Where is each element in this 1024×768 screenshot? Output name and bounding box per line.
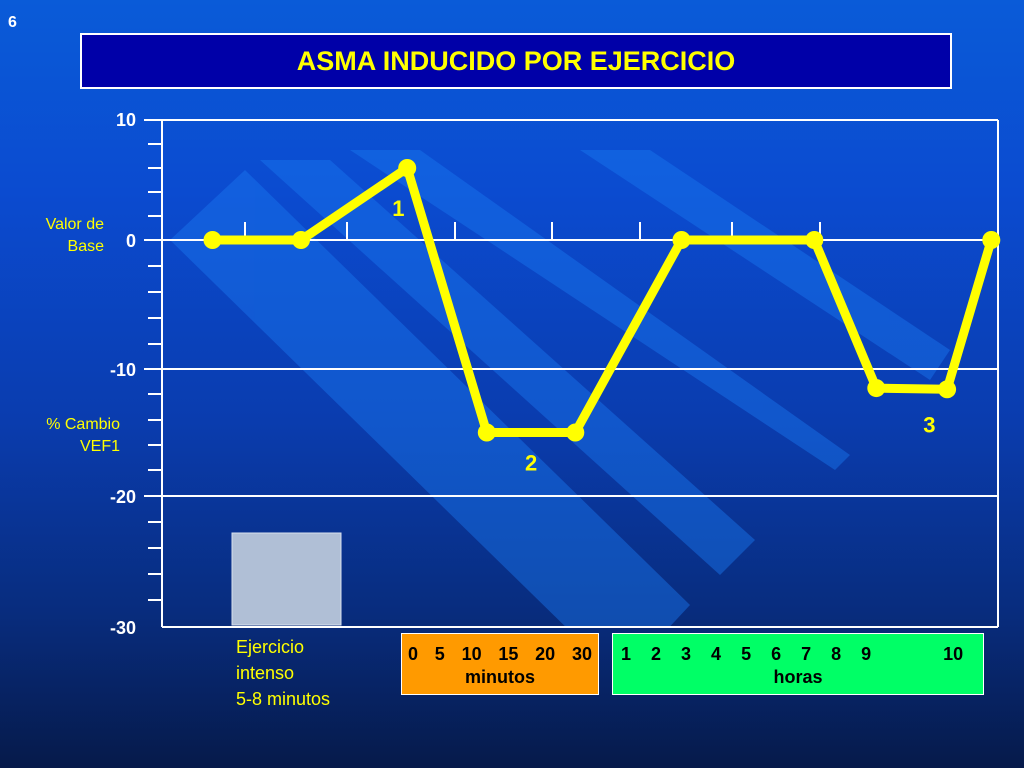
hours-tick: 10	[943, 644, 964, 664]
hours-tick: 8	[831, 644, 842, 664]
hours-unit: horas	[773, 667, 823, 687]
chart-title: ASMA INDUCIDO POR EJERCICIO	[296, 45, 736, 76]
change-label-line: VEF1	[79, 438, 120, 455]
point-annotation: 2	[525, 451, 537, 476]
hours-ticks: 1 2 3 4 5 6 7 8 9 10	[613, 634, 983, 665]
hours-tick: 9	[861, 644, 872, 664]
change-label-line: % Cambio	[46, 416, 120, 433]
background-stripe	[350, 150, 850, 470]
minutes-ticks: 0 5 10 15 20 30	[402, 634, 598, 665]
data-point	[477, 423, 496, 442]
exercise-label-line: intenso	[236, 663, 295, 683]
hours-tick: 6	[771, 644, 782, 664]
hours-tick: 3	[681, 644, 692, 664]
minutes-tick: 15	[498, 644, 519, 664]
y-tick-label: -30	[110, 618, 136, 638]
minutes-tick: 30	[571, 644, 592, 664]
change-label: % Cambio VEF1	[14, 414, 120, 458]
y-minor-ticks	[148, 143, 162, 601]
baseline-label-line: Base	[67, 238, 104, 255]
exercise-label: Ejercicio intenso 5-8 minutos	[236, 634, 330, 712]
data-point	[867, 379, 886, 398]
data-point	[566, 423, 585, 442]
minutes-box: 0 5 10 15 20 30 minutos	[401, 633, 599, 695]
exercise-label-line: 5-8 minutos	[236, 689, 331, 709]
y-tick-label: -10	[110, 360, 136, 380]
minutes-tick: 5	[434, 644, 445, 664]
y-tick-label: 10	[116, 110, 136, 130]
data-point	[938, 380, 957, 399]
minutes-tick: 10	[461, 644, 482, 664]
baseline-label-line: Valor de	[45, 216, 104, 233]
minutes-unit: minutos	[465, 667, 535, 687]
minutes-tick: 20	[535, 644, 556, 664]
minutes-tick: 0	[408, 644, 419, 664]
series-line	[212, 163, 996, 437]
hours-tick: 1	[621, 644, 632, 664]
y-tick-label: 0	[126, 231, 136, 251]
x-ticks	[244, 222, 821, 240]
series-layer	[203, 159, 1001, 442]
hours-tick: 2	[651, 644, 662, 664]
data-point	[982, 231, 1001, 249]
data-point	[398, 159, 417, 177]
hours-tick: 4	[711, 644, 722, 664]
y-tick-label: -20	[110, 487, 136, 507]
data-point	[672, 231, 691, 249]
data-point	[203, 231, 222, 249]
background-stripe	[580, 150, 950, 380]
title-box: ASMA INDUCIDO POR EJERCICIO	[80, 33, 952, 89]
point-annotation: 3	[923, 413, 935, 438]
point-annotation: 1	[392, 196, 404, 221]
hours-box: 1 2 3 4 5 6 7 8 9 10 horas	[612, 633, 984, 695]
background-stripe	[170, 170, 690, 627]
slide-number: 6	[8, 14, 17, 31]
hours-tick: 7	[801, 644, 812, 664]
data-point	[805, 231, 824, 249]
exercise-block	[231, 532, 342, 626]
hours-tick: 5	[741, 644, 752, 664]
baseline-label: Valor de Base	[14, 214, 104, 258]
annotation-layer: 1 2 3	[392, 196, 935, 476]
data-point	[292, 231, 310, 249]
background-stripe	[260, 160, 755, 575]
exercise-label-line: Ejercicio	[236, 637, 305, 657]
background-stripes	[170, 150, 950, 627]
